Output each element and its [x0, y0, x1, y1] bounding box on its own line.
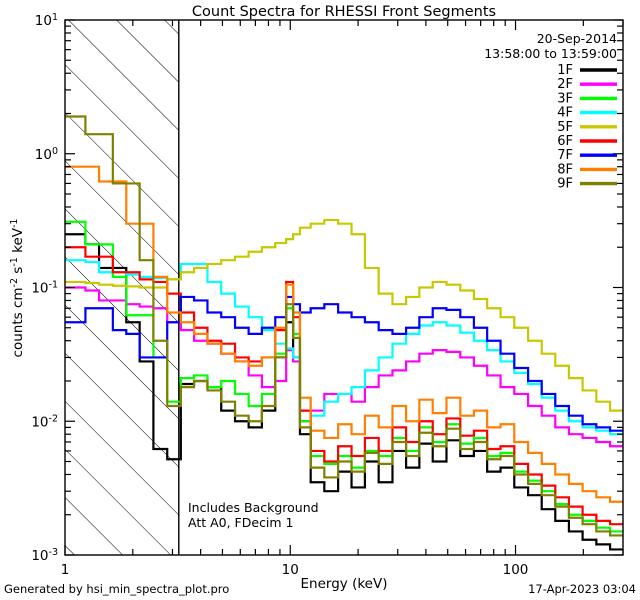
observation-time-range: 13:58:00 to 13:59:00	[484, 46, 617, 61]
ylabel-part-counts: counts cm	[10, 287, 26, 357]
x-axis-label: Energy (keV)	[301, 576, 388, 592]
observation-date: 20-Sep-2014	[537, 31, 617, 46]
legend-label-8f: 8F	[557, 162, 573, 177]
x-tick-label: 10	[282, 562, 299, 578]
x-tick-label: 100	[503, 562, 529, 578]
x-axis: 1 10 100	[61, 20, 624, 578]
series-line-7f	[65, 295, 623, 432]
legend-label-1f: 1F	[557, 63, 573, 78]
legend-label-5f: 5F	[557, 120, 573, 135]
annotation-attenuator: Att A0, FDecim 1	[188, 515, 294, 530]
series-line-6f	[65, 246, 623, 526]
y-tick-label: 10-3	[31, 547, 58, 564]
series-line-1f	[65, 233, 623, 551]
y-tick-label: 101	[35, 12, 58, 29]
y-axis: 10-3 10-2 10-1 100 101	[31, 12, 623, 564]
legend-label-2f: 2F	[557, 77, 573, 92]
legend-label-7f: 7F	[557, 148, 573, 163]
spectra-series-group	[65, 115, 623, 551]
y-tick-label: 100	[35, 146, 58, 163]
legend-label-6f: 6F	[557, 134, 573, 149]
y-tick-label: 10-1	[31, 280, 58, 297]
chart-title: Count Spectra for RHESSI Front Segments	[192, 4, 496, 20]
series-line-9f	[65, 115, 623, 537]
ylabel-exp-3: -1	[9, 219, 20, 228]
series-line-8f	[65, 165, 623, 503]
ylabel-part-s: s	[10, 267, 26, 278]
svg-text:counts cm-2 s-1 keV-1: counts cm-2 s-1 keV-1	[9, 219, 26, 358]
y-tick-label: 10-2	[31, 413, 58, 430]
y-axis-label: counts cm-2 s-1 keV-1	[9, 219, 26, 358]
ylabel-exp-2: -1	[9, 257, 20, 266]
legend-label-9f: 9F	[557, 177, 573, 192]
legend-label-4f: 4F	[557, 106, 573, 121]
x-tick-label: 1	[61, 562, 70, 578]
ylabel-exp-1: -2	[9, 278, 20, 287]
footer-generator: Generated by hsi_min_spectra_plot.pro	[4, 582, 229, 596]
annotation-includes-background: Includes Background	[188, 500, 319, 515]
ylabel-part-kev: keV	[10, 227, 26, 257]
legend-label-3f: 3F	[557, 91, 573, 106]
footer-timestamp: 17-Apr-2023 03:04	[528, 582, 636, 596]
